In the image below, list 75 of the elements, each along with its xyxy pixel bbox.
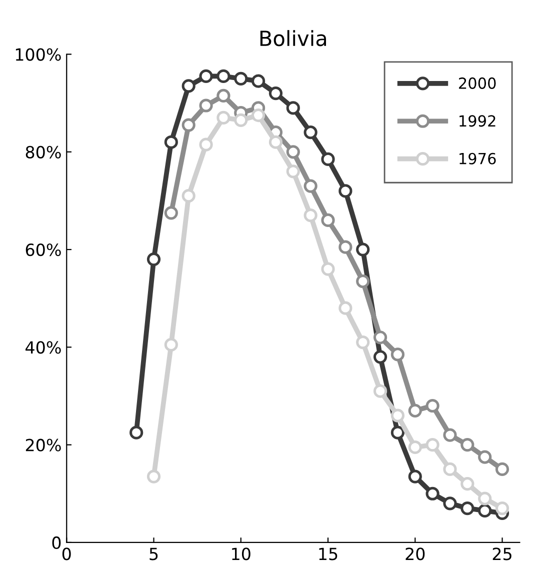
point xyxy=(426,486,440,500)
y-tick-label: 100% xyxy=(16,48,61,61)
x-tick-label: 25 xyxy=(492,548,512,560)
point xyxy=(338,301,352,315)
point xyxy=(373,330,388,344)
legend-label: 1976 xyxy=(460,152,496,164)
point xyxy=(286,164,300,178)
y-tick-label: 40% xyxy=(26,341,61,354)
point xyxy=(146,470,161,484)
point xyxy=(408,470,422,484)
point xyxy=(356,335,370,350)
point xyxy=(251,74,266,88)
point xyxy=(304,208,318,222)
point xyxy=(164,338,178,352)
point xyxy=(460,477,474,491)
point xyxy=(408,440,422,454)
point xyxy=(182,189,196,203)
point xyxy=(356,274,370,288)
point xyxy=(182,79,196,93)
point xyxy=(199,138,213,152)
point xyxy=(304,126,318,140)
point xyxy=(146,252,161,266)
point xyxy=(478,492,492,506)
point xyxy=(408,404,422,418)
legend-label: 2000 xyxy=(458,77,496,89)
y-tick-label: 80% xyxy=(26,146,61,158)
point xyxy=(321,152,335,166)
x-tick-label: 5 xyxy=(150,548,158,560)
point xyxy=(164,135,178,149)
point xyxy=(216,110,230,125)
point xyxy=(216,69,230,84)
point xyxy=(182,118,196,132)
point xyxy=(443,428,457,442)
y-tick-label: 60% xyxy=(26,243,61,256)
point xyxy=(390,426,405,440)
point xyxy=(234,113,248,127)
point xyxy=(495,462,510,476)
point xyxy=(234,72,248,86)
point xyxy=(478,450,492,464)
x-tick-label: 15 xyxy=(319,548,338,560)
point xyxy=(268,135,283,149)
point xyxy=(356,242,370,256)
point xyxy=(338,240,352,254)
point xyxy=(216,88,230,103)
point xyxy=(304,179,318,193)
point xyxy=(199,98,213,112)
point xyxy=(390,348,405,362)
point xyxy=(338,184,352,198)
y-tick-label: 0 xyxy=(52,536,61,550)
point xyxy=(390,408,405,422)
point xyxy=(286,145,300,159)
point xyxy=(426,398,440,413)
y-tick-label: 20% xyxy=(26,438,61,452)
x-tick-label: 0 xyxy=(62,548,71,560)
point xyxy=(164,206,178,220)
point xyxy=(460,438,474,452)
x-tick-label: 20 xyxy=(406,548,425,560)
point xyxy=(286,101,300,115)
point xyxy=(373,350,388,364)
point xyxy=(426,438,440,452)
point xyxy=(268,86,283,100)
point xyxy=(460,501,474,516)
point xyxy=(495,501,510,516)
point xyxy=(478,504,492,518)
point xyxy=(321,213,335,228)
point xyxy=(321,262,335,276)
point xyxy=(251,108,266,122)
legend-label: 1992 xyxy=(460,115,496,127)
point xyxy=(443,496,457,510)
point xyxy=(199,69,213,84)
point xyxy=(443,462,457,476)
point xyxy=(130,426,144,440)
point xyxy=(373,384,388,398)
chart-title: Bolivia xyxy=(260,30,326,46)
x-tick-label: 10 xyxy=(232,548,250,560)
